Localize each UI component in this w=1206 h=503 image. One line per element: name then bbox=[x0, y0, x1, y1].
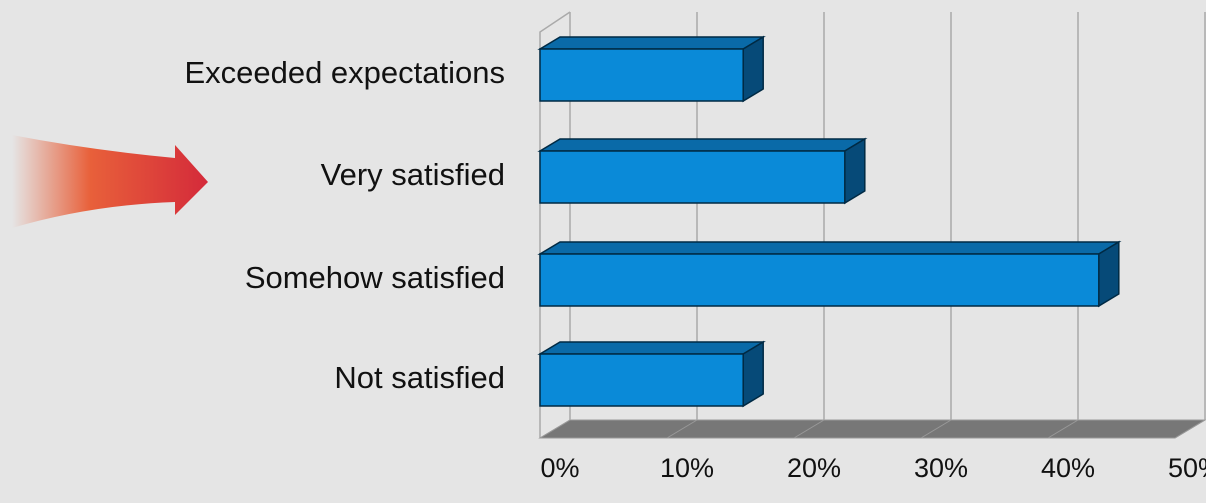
bar bbox=[539, 150, 846, 204]
bar bbox=[539, 253, 1100, 307]
y-tick-label: Very satisfied bbox=[321, 157, 505, 192]
y-tick-label: Somehow satisfied bbox=[245, 260, 505, 295]
bar bbox=[539, 353, 744, 407]
bar-side bbox=[1098, 240, 1120, 308]
x-tick-label: 20% bbox=[787, 453, 841, 483]
x-tick-label: 10% bbox=[660, 453, 714, 483]
bar-side bbox=[742, 340, 764, 408]
arrow bbox=[12, 135, 208, 228]
bar-side bbox=[844, 137, 866, 205]
bar-top bbox=[537, 36, 766, 50]
floor-line bbox=[1047, 419, 1079, 439]
bar-top bbox=[537, 241, 1122, 255]
bar-side bbox=[742, 35, 764, 103]
floor-line bbox=[793, 419, 825, 439]
x-tick-label: 30% bbox=[914, 453, 968, 483]
floor-line bbox=[539, 419, 571, 439]
floor-line bbox=[666, 419, 698, 439]
floor-line bbox=[920, 419, 952, 439]
floor-line bbox=[1174, 419, 1206, 439]
floor bbox=[538, 419, 1206, 439]
bar-top bbox=[537, 341, 766, 355]
y-tick-label: Not satisfied bbox=[334, 360, 505, 395]
x-tick-label: 50% bbox=[1168, 453, 1206, 483]
y-tick-label: Exceeded expectations bbox=[184, 55, 505, 90]
bar-top bbox=[537, 138, 868, 152]
bar bbox=[539, 48, 744, 102]
x-tick-label: 40% bbox=[1041, 453, 1095, 483]
x-tick-label: 0% bbox=[540, 453, 579, 483]
